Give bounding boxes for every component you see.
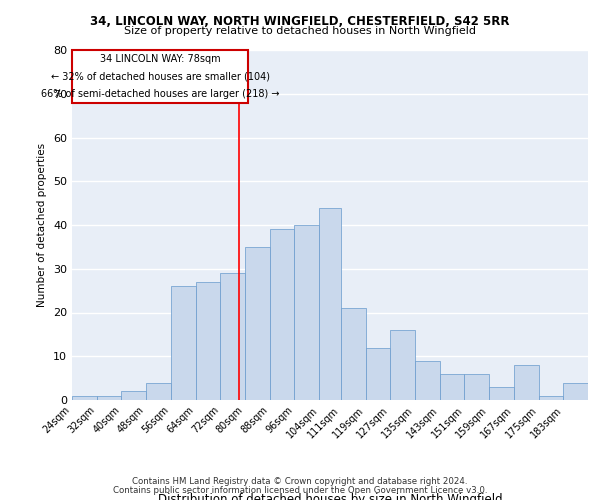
Y-axis label: Number of detached properties: Number of detached properties: [37, 143, 47, 307]
Bar: [220, 273, 245, 400]
Text: Contains HM Land Registry data © Crown copyright and database right 2024.: Contains HM Land Registry data © Crown c…: [132, 477, 468, 486]
Bar: [365, 348, 390, 400]
Bar: [563, 382, 588, 400]
Bar: [539, 396, 563, 400]
Bar: [514, 365, 539, 400]
Bar: [97, 396, 121, 400]
Bar: [121, 391, 146, 400]
Text: Size of property relative to detached houses in North Wingfield: Size of property relative to detached ho…: [124, 26, 476, 36]
Bar: [464, 374, 489, 400]
FancyBboxPatch shape: [72, 50, 248, 102]
Bar: [390, 330, 415, 400]
Bar: [295, 225, 319, 400]
X-axis label: Distribution of detached houses by size in North Wingfield: Distribution of detached houses by size …: [158, 492, 502, 500]
Bar: [440, 374, 464, 400]
Bar: [245, 247, 270, 400]
Bar: [196, 282, 220, 400]
Bar: [319, 208, 341, 400]
Bar: [171, 286, 196, 400]
Bar: [72, 396, 97, 400]
Text: 34, LINCOLN WAY, NORTH WINGFIELD, CHESTERFIELD, S42 5RR: 34, LINCOLN WAY, NORTH WINGFIELD, CHESTE…: [90, 15, 510, 28]
Bar: [146, 382, 171, 400]
Text: 34 LINCOLN WAY: 78sqm: 34 LINCOLN WAY: 78sqm: [100, 54, 220, 64]
Bar: [489, 387, 514, 400]
Text: 66% of semi-detached houses are larger (218) →: 66% of semi-detached houses are larger (…: [41, 89, 280, 99]
Text: ← 32% of detached houses are smaller (104): ← 32% of detached houses are smaller (10…: [50, 72, 269, 82]
Bar: [415, 360, 440, 400]
Bar: [270, 230, 295, 400]
Text: Contains public sector information licensed under the Open Government Licence v3: Contains public sector information licen…: [113, 486, 487, 495]
Bar: [341, 308, 365, 400]
